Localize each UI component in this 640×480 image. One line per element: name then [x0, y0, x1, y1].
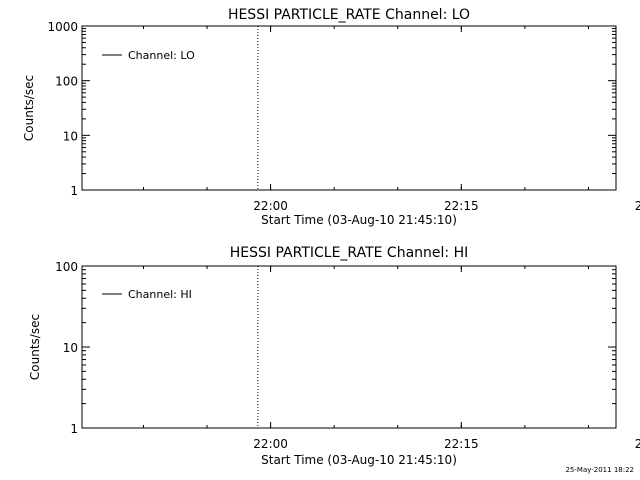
panel-2-y-axis-label: Counts/sec [28, 314, 42, 380]
panel-1-y-tick-label: 1 [70, 184, 78, 198]
panel-2-x-tick-label: 22:30 [635, 437, 640, 451]
footer-timestamp: 25-May-2011 18:22 [565, 466, 634, 474]
panel-1-plot-frame [81, 25, 617, 191]
panel-2-x-axis-label: Start Time (03-Aug-10 21:45:10) [261, 453, 457, 467]
panel-2-legend-label: Channel: HI [128, 288, 192, 301]
panel-1-x-tick-label: 22:15 [444, 199, 479, 213]
panel-2-y-tick-label: 100 [55, 260, 78, 274]
panel-1-y-axis-label: Counts/sec [22, 75, 36, 141]
panel-2-y-tick-label: 1 [70, 422, 78, 436]
panel-2-title: HESSI PARTICLE_RATE Channel: HI [230, 245, 468, 261]
panel-1-title: HESSI PARTICLE_RATE Channel: LO [228, 7, 470, 23]
panel-1-y-tick-label: 1000 [47, 20, 78, 34]
panel-1-x-tick-label: 22:30 [635, 199, 640, 213]
panel-2-y-tick-label: 10 [63, 341, 78, 355]
panel-1-x-axis-label: Start Time (03-Aug-10 21:45:10) [261, 213, 457, 227]
panel-2-x-tick-label: 22:00 [253, 437, 288, 451]
panel-1-y-tick-label: 10 [63, 129, 78, 143]
panel-1-x-tick-label: 22:00 [253, 199, 288, 213]
panel-1-legend-label: Channel: LO [128, 49, 195, 62]
panel-1-y-tick-label: 100 [55, 75, 78, 89]
panel-2-x-tick-label: 22:15 [444, 437, 479, 451]
